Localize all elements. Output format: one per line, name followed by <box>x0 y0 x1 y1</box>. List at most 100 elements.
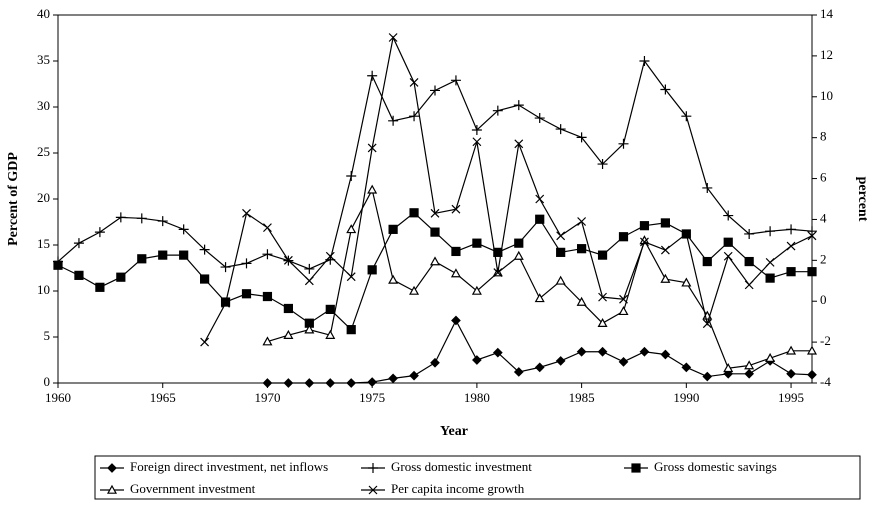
marker <box>744 368 755 379</box>
marker <box>388 373 398 384</box>
marker <box>94 227 105 238</box>
marker <box>744 280 754 290</box>
marker <box>577 244 587 254</box>
marker <box>555 356 566 366</box>
y-tick-label: 10 <box>37 282 50 297</box>
marker <box>597 346 608 357</box>
marker <box>199 244 210 255</box>
marker <box>744 256 754 267</box>
marker <box>723 237 733 247</box>
marker <box>492 347 503 358</box>
marker <box>513 250 524 260</box>
marker <box>409 370 419 381</box>
marker <box>723 210 734 221</box>
marker <box>702 371 713 382</box>
marker <box>702 182 713 193</box>
marker <box>409 208 419 218</box>
x-axis-title: Year <box>440 424 468 439</box>
marker <box>807 231 817 241</box>
marker <box>367 184 378 194</box>
marker <box>472 355 482 365</box>
marker <box>513 100 524 111</box>
marker <box>493 268 503 278</box>
marker <box>283 329 294 339</box>
marker <box>472 137 482 147</box>
marker <box>535 194 545 204</box>
marker <box>367 70 378 81</box>
y2-tick-label: 12 <box>820 47 833 62</box>
marker <box>241 289 252 299</box>
marker <box>556 231 566 241</box>
marker <box>471 285 482 295</box>
legend-box <box>94 455 861 500</box>
marker <box>304 276 314 286</box>
legend-marker <box>107 463 117 473</box>
marker <box>430 227 440 237</box>
marker <box>681 111 692 122</box>
marker <box>492 105 503 116</box>
marker <box>598 292 607 302</box>
legend-label: Government investment <box>130 481 256 496</box>
marker <box>618 356 629 367</box>
marker <box>514 139 524 149</box>
marker <box>660 349 671 360</box>
marker <box>597 250 608 260</box>
plot-frame <box>57 14 813 384</box>
marker <box>723 363 734 373</box>
marker <box>53 260 63 270</box>
legend-marker <box>368 463 378 473</box>
marker <box>450 268 461 278</box>
marker <box>73 238 84 249</box>
y-tick-label: 40 <box>37 6 50 21</box>
legend-label: Per capita income growth <box>391 481 525 496</box>
marker <box>681 277 692 287</box>
marker <box>325 329 336 339</box>
y2-tick-label: 10 <box>820 88 833 103</box>
marker <box>388 33 398 42</box>
marker <box>534 113 545 124</box>
marker <box>136 213 147 224</box>
x-tick-label: 1985 <box>569 390 595 405</box>
marker <box>639 346 650 357</box>
marker <box>639 221 650 231</box>
marker <box>681 229 691 239</box>
x-tick-label: 1995 <box>778 390 804 405</box>
marker <box>556 247 566 257</box>
marker <box>765 257 775 267</box>
marker <box>451 315 461 326</box>
marker <box>807 369 817 380</box>
marker <box>451 246 461 257</box>
marker <box>263 223 272 233</box>
marker <box>786 241 796 251</box>
y-tick-label: 30 <box>37 98 50 113</box>
y2-tick-label: 4 <box>820 210 827 225</box>
marker <box>451 204 461 214</box>
marker <box>304 378 315 388</box>
marker <box>262 378 273 388</box>
marker <box>765 352 776 362</box>
marker <box>786 267 796 277</box>
marker <box>723 251 733 261</box>
marker <box>346 224 357 234</box>
y-axis-title: Percent of GDP <box>6 152 21 246</box>
y2-axis-title: percent <box>855 177 870 222</box>
marker <box>178 224 189 235</box>
marker <box>367 377 378 387</box>
marker <box>283 303 293 314</box>
x-tick-label: 1960 <box>45 390 71 405</box>
marker <box>429 256 441 266</box>
marker <box>660 84 671 95</box>
marker <box>765 273 775 283</box>
marker <box>262 291 273 302</box>
marker <box>262 336 273 346</box>
marker <box>430 85 440 96</box>
marker <box>681 362 692 373</box>
marker <box>409 111 420 122</box>
marker <box>325 304 335 314</box>
x-tick-label: 1970 <box>254 390 280 405</box>
marker <box>137 254 147 264</box>
marker <box>619 294 628 304</box>
marker <box>514 238 524 248</box>
y-tick-label: 25 <box>37 144 50 159</box>
